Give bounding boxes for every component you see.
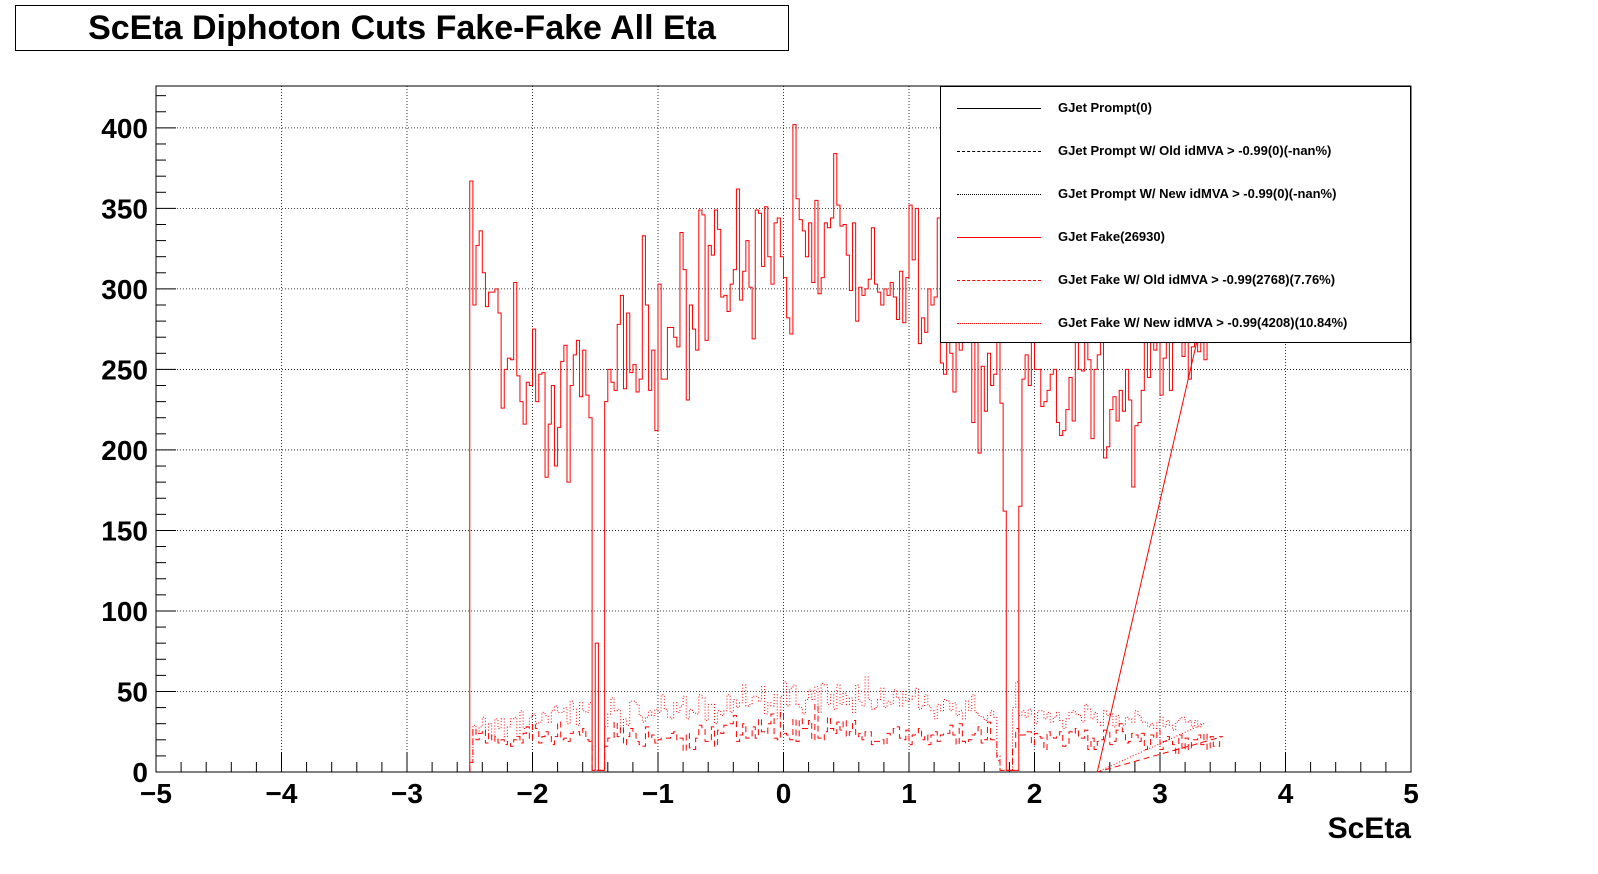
x-tick-label: −5: [140, 778, 172, 809]
x-axis-label: ScEta: [1328, 812, 1412, 845]
series-line-0: [469, 124, 1211, 773]
legend: GJet Prompt(0) GJet Prompt W/ Old idMVA …: [940, 86, 1411, 343]
x-tick-label: 5: [1403, 778, 1419, 809]
legend-label: GJet Prompt W/ New idMVA > -0.99(0)(-nan…: [1058, 186, 1337, 201]
legend-entry: GJet Fake W/ New idMVA > -0.99(4208)(10.…: [941, 309, 1410, 339]
legend-label: GJet Prompt W/ Old idMVA > -0.99(0)(-nan…: [1058, 143, 1332, 158]
legend-line-1: [957, 151, 1041, 152]
y-tick-label: 300: [101, 274, 148, 305]
y-tick-label: 250: [101, 354, 148, 385]
x-tick-label: −1: [642, 778, 674, 809]
x-tick-label: 1: [901, 778, 917, 809]
legend-entry: GJet Prompt(0): [941, 94, 1410, 124]
legend-line-5: [957, 323, 1041, 324]
y-tick-label: 100: [101, 596, 148, 627]
title-box: ScEta Diphoton Cuts Fake-Fake All Eta: [15, 5, 789, 51]
legend-entry: GJet Prompt W/ Old idMVA > -0.99(0)(-nan…: [941, 137, 1410, 167]
legend-label: GJet Fake W/ New idMVA > -0.99(4208)(10.…: [1058, 315, 1348, 330]
legend-line-2: [957, 194, 1041, 195]
legend-label: GJet Fake(26930): [1058, 229, 1165, 244]
x-tick-label: 3: [1152, 778, 1168, 809]
y-tick-label: 400: [101, 113, 148, 144]
legend-label: GJet Prompt(0): [1058, 100, 1152, 115]
x-tick-label: −3: [391, 778, 423, 809]
series-line-1: [469, 703, 1223, 773]
y-tick-label: 200: [101, 435, 148, 466]
chart-title: ScEta Diphoton Cuts Fake-Fake All Eta: [88, 9, 716, 47]
y-tick-label: 150: [101, 515, 148, 546]
x-tick-label: 2: [1027, 778, 1043, 809]
x-tick-label: −4: [266, 778, 298, 809]
legend-entry: GJet Prompt W/ New idMVA > -0.99(0)(-nan…: [941, 180, 1410, 210]
legend-label: GJet Fake W/ Old idMVA > -0.99(2768)(7.7…: [1058, 272, 1336, 287]
legend-line-0: [957, 108, 1041, 109]
legend-entry: GJet Fake(26930): [941, 223, 1410, 253]
x-tick-label: 4: [1278, 778, 1294, 809]
y-tick-label: 0: [132, 757, 148, 788]
legend-line-3: [957, 237, 1041, 238]
x-tick-label: −2: [517, 778, 549, 809]
x-tick-label: 0: [776, 778, 792, 809]
y-tick-label: 350: [101, 193, 148, 224]
legend-line-4: [957, 280, 1041, 281]
y-tick-label: 50: [117, 676, 148, 707]
legend-entry: GJet Fake W/ Old idMVA > -0.99(2768)(7.7…: [941, 266, 1410, 296]
